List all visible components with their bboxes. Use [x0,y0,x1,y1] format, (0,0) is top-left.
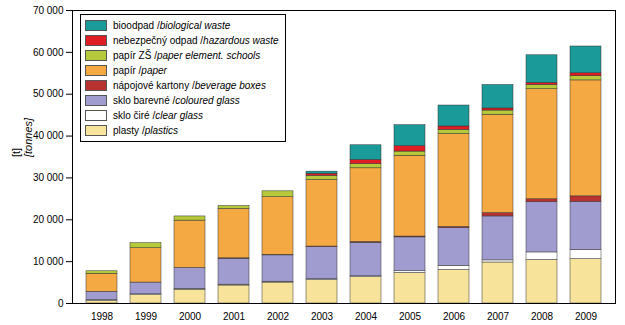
svg-text:1999: 1999 [135,311,158,322]
svg-text:2007: 2007 [487,311,510,322]
svg-text:2009: 2009 [575,311,598,322]
svg-text:2005: 2005 [399,311,422,322]
html-text:papír ZŠ / paper element. scho: papír ZŠ / paper element. schools [113,50,261,61]
svg-text:70 000: 70 000 [33,5,64,16]
svg-text:2003: 2003 [311,311,334,322]
svg-text:10 000: 10 000 [33,256,64,267]
svg-text:[t]: [t] [10,148,22,157]
svg-text:0: 0 [58,298,64,309]
svg-text:[tonnes]: [tonnes] [22,117,34,158]
svg-text:2000: 2000 [179,311,202,322]
svg-text:2006: 2006 [443,311,466,322]
html-text:nápojové kartony / beverage bo: nápojové kartony / beverage boxes [113,80,266,91]
svg-text:2004: 2004 [355,311,378,322]
html-text:nebezpečný odpad / hazardous w: nebezpečný odpad / hazardous waste [113,35,279,46]
html-text:papír / paper: papír / paper [113,65,167,76]
html-text:sklo barevné / coloured glass: sklo barevné / coloured glass [113,95,240,106]
svg-text:20 000: 20 000 [33,214,64,225]
svg-text:2001: 2001 [223,311,246,322]
svg-text:50 000: 50 000 [33,88,64,99]
svg-text:30 000: 30 000 [33,172,64,183]
svg-text:40 000: 40 000 [33,130,64,141]
html-text:plasty / plastics: plasty / plastics [113,125,178,136]
svg-text:60 000: 60 000 [33,47,64,58]
html-text:sklo čiré / clear glass: sklo čiré / clear glass [113,110,203,121]
svg-text:1998: 1998 [91,311,114,322]
html-text:bioodpad / biological waste: bioodpad / biological waste [113,20,231,31]
svg-text:2002: 2002 [267,311,290,322]
svg-text:2008: 2008 [531,311,554,322]
